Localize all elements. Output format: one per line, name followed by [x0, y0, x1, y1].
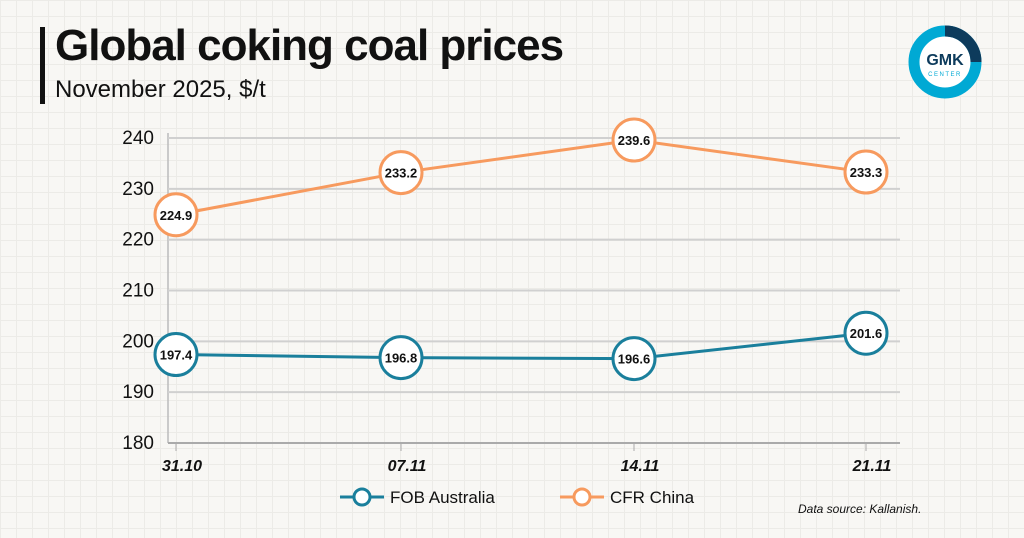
data-label: 201.6: [850, 326, 883, 341]
data-point: [611, 117, 657, 163]
legend-label: FOB Australia: [390, 488, 495, 507]
data-point: [378, 335, 424, 381]
x-tick-label: 07.11: [388, 458, 427, 475]
y-tick-label: 230: [122, 179, 154, 200]
legend-marker: [352, 487, 372, 507]
logo-text-bottom: CENTER: [928, 72, 962, 78]
y-tick-label: 240: [122, 128, 154, 149]
x-tick-label: 31.10: [162, 458, 202, 475]
chart-subtitle: November 2025, $/t: [55, 76, 266, 103]
data-point: [843, 310, 889, 356]
logo-text-top: GMK: [926, 52, 964, 69]
legend-marker: [572, 487, 592, 507]
data-label: 233.2: [385, 166, 418, 181]
y-tick-label: 220: [122, 230, 154, 251]
data-label: 239.6: [618, 133, 651, 148]
y-tick-label: 180: [122, 433, 154, 454]
series-line-0: [175, 331, 867, 361]
legend-label: CFR China: [610, 488, 695, 507]
data-label: 224.9: [160, 208, 193, 223]
data-point: [153, 332, 199, 378]
x-tick-label: 21.11: [852, 458, 892, 475]
series-line-1: [175, 138, 867, 217]
data-source: Data source: Kallanish.: [798, 502, 922, 516]
data-point: [153, 192, 199, 238]
y-tick-label: 210: [122, 281, 154, 302]
data-point: [378, 150, 424, 196]
title-accent-bar: [40, 27, 45, 104]
data-label: 233.3: [850, 165, 883, 180]
data-label: 197.4: [160, 348, 193, 363]
gmk-center-logo: GMK CENTER: [908, 25, 982, 99]
data-point: [611, 336, 657, 382]
x-tick-label: 14.11: [621, 458, 660, 475]
data-point: [843, 149, 889, 195]
data-label: 196.8: [385, 351, 418, 366]
chart-title: Global coking coal prices: [55, 21, 564, 70]
y-tick-label: 200: [122, 331, 154, 352]
y-tick-label: 190: [122, 382, 154, 403]
data-label: 196.6: [618, 352, 651, 367]
